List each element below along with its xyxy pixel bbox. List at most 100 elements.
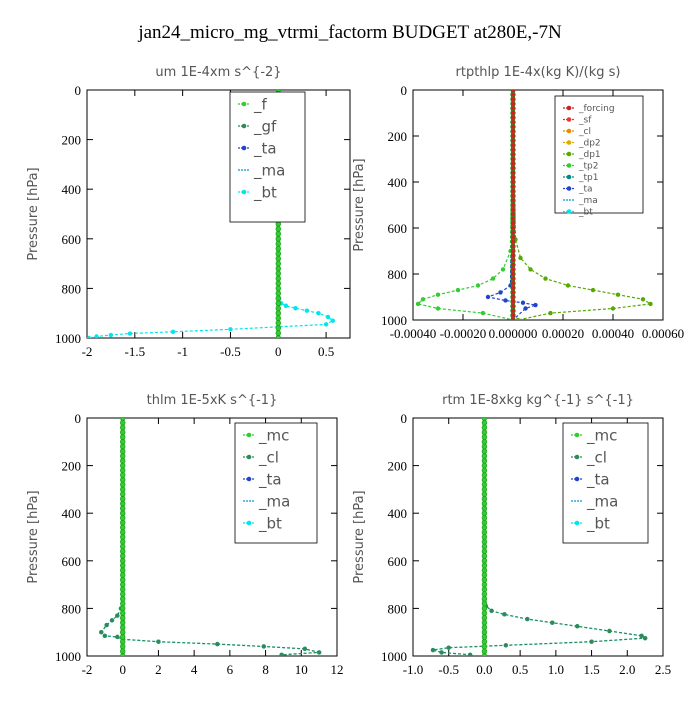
y-axis-label: Pressure [hPa]	[352, 490, 367, 583]
data-point	[316, 311, 321, 316]
data-point	[115, 634, 120, 640]
data-point	[510, 174, 516, 181]
data-point	[510, 151, 516, 158]
data-point	[481, 424, 488, 431]
data-point	[481, 596, 488, 602]
x-tick-label: 0.5	[318, 344, 334, 359]
data-point	[481, 520, 488, 526]
data-point	[108, 332, 114, 338]
data-point	[481, 500, 488, 507]
data-point	[275, 250, 281, 257]
data-point	[275, 305, 281, 311]
x-tick-label: -1.0	[403, 662, 424, 677]
data-point	[283, 303, 289, 308]
legend: _f _gf _ta _ma _bt	[229, 91, 306, 223]
y-tick-label: 1000	[381, 313, 407, 328]
y-tick-label: 1000	[55, 331, 81, 346]
data-point	[510, 216, 516, 222]
x-tick-label: 0.0	[476, 662, 492, 677]
data-point	[304, 308, 310, 313]
data-point	[481, 418, 488, 421]
data-point	[293, 306, 298, 311]
data-point	[120, 610, 126, 616]
data-point	[275, 325, 281, 331]
data-point	[481, 481, 488, 488]
data-point	[120, 539, 126, 545]
legend-marker	[574, 432, 580, 438]
y-tick-label: 200	[388, 459, 408, 474]
data-point	[510, 114, 516, 121]
data-point	[639, 633, 644, 638]
data-point	[510, 183, 516, 190]
data-point	[510, 275, 516, 282]
data-point	[120, 472, 126, 478]
data-point	[120, 629, 126, 635]
x-tick-label: 0	[119, 662, 126, 677]
data-point	[481, 429, 488, 435]
data-point	[275, 330, 281, 336]
legend-label: _gf	[253, 117, 277, 136]
data-point	[475, 283, 481, 288]
data-point	[115, 613, 120, 618]
data-point	[446, 645, 451, 650]
data-point	[481, 453, 488, 459]
data-point	[120, 443, 126, 450]
legend-label: _tp2	[578, 162, 598, 172]
data-point	[120, 418, 126, 421]
data-point	[510, 179, 516, 185]
chart-title: rtpthlp 1E-4x(kg K)/(kg s)	[456, 65, 621, 80]
y-tick-label: 600	[62, 232, 82, 247]
data-point	[435, 292, 441, 297]
data-point	[120, 653, 126, 656]
legend-marker	[566, 163, 572, 168]
y-tick-label: 800	[62, 281, 82, 296]
data-point	[275, 285, 281, 292]
data-point	[490, 276, 496, 281]
data-point	[481, 591, 488, 597]
chart-panel-1: um 1E-4xm s^{-2} Pressure [hPa] 0 200 400 600…	[26, 65, 351, 359]
legend-marker	[241, 145, 247, 151]
data-point	[575, 624, 580, 629]
data-point	[94, 334, 99, 338]
legend-marker	[574, 520, 580, 526]
data-point	[481, 586, 488, 593]
data-point	[481, 472, 488, 478]
series-line	[100, 418, 320, 656]
data-point	[120, 562, 126, 569]
x-tick-label: -0.00020	[440, 326, 487, 341]
data-point	[323, 322, 329, 327]
legend-label: _forcing	[578, 104, 615, 114]
data-point	[503, 643, 509, 648]
data-point	[510, 110, 516, 116]
data-point	[481, 448, 488, 455]
data-point	[120, 548, 126, 554]
data-point	[543, 276, 548, 281]
data-point	[510, 280, 516, 286]
data-point	[120, 477, 126, 483]
plot-frame	[86, 89, 351, 339]
plot-area	[99, 418, 322, 656]
x-tick-label: 1.5	[583, 662, 599, 677]
data-point	[120, 424, 126, 431]
data-point	[120, 553, 126, 559]
legend-label: _cl	[258, 448, 279, 467]
data-point	[510, 225, 516, 231]
data-point	[548, 310, 553, 316]
data-point	[481, 619, 488, 626]
data-point	[120, 515, 126, 521]
data-point	[510, 193, 516, 199]
data-point	[302, 646, 308, 652]
legend-label: _dp2	[578, 139, 601, 149]
legend-label: _bt	[253, 183, 277, 202]
data-point	[481, 439, 488, 445]
x-tick-label: 6	[227, 662, 234, 677]
data-point	[481, 510, 488, 516]
y-tick-label: 1000	[381, 649, 407, 664]
data-point	[87, 335, 92, 338]
data-point	[120, 434, 126, 440]
data-point	[481, 529, 488, 535]
data-point	[510, 160, 516, 167]
y-tick-label: 0	[401, 411, 408, 426]
